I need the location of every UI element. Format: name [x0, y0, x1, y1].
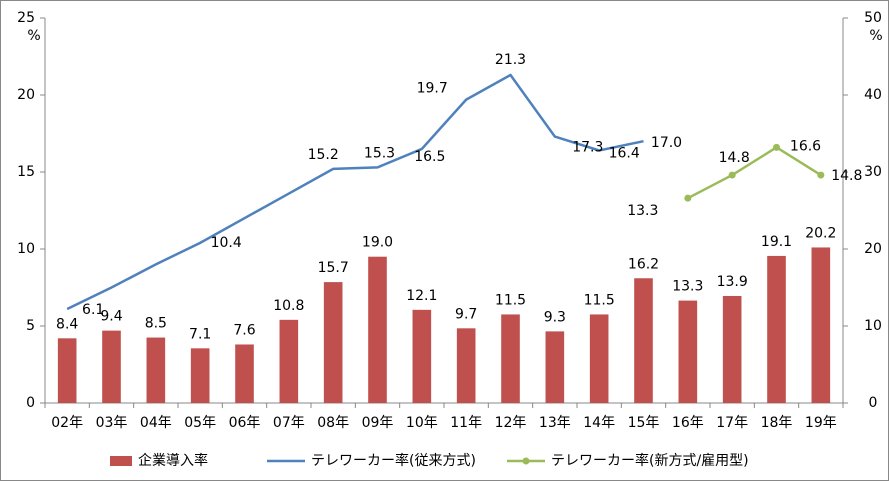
bar [190, 348, 210, 403]
x-tick-label: 13年 [539, 415, 571, 431]
line-value-label: 14.8 [719, 150, 750, 166]
line-marker [817, 171, 825, 179]
y2-tick-label: 50 [864, 10, 882, 26]
y-tick-label: 20 [17, 87, 35, 103]
line-value-label: 15.2 [308, 147, 339, 163]
y-unit: % [27, 28, 40, 44]
y-tick-label: 5 [26, 318, 35, 334]
line-value-label: 14.8 [831, 168, 862, 184]
x-tick-label: 04年 [140, 415, 172, 431]
x-tick-label: 18年 [761, 415, 793, 431]
x-tick-label: 02年 [51, 415, 83, 431]
x-tick-label: 07年 [273, 415, 305, 431]
x-tick-label: 15年 [628, 415, 660, 431]
legend-label: 企業導入率 [138, 452, 208, 469]
x-tick-label: 16年 [672, 415, 704, 431]
line-value-label: 10.4 [211, 235, 242, 251]
legend-marker [522, 457, 530, 465]
y2-tick-label: 40 [864, 87, 882, 103]
bar-value-label: 8.5 [145, 316, 167, 332]
bar [811, 247, 831, 403]
line-value-label: 17.0 [651, 135, 682, 151]
line [687, 145, 822, 200]
x-tick-label: 14年 [583, 415, 615, 431]
bar-value-label: 7.6 [233, 322, 255, 338]
bar [57, 338, 77, 403]
bar [235, 344, 254, 403]
legend-label: テレワーカー率(従来方式) [311, 452, 476, 469]
bar-value-label: 8.4 [56, 316, 78, 332]
line-value-label: 16.4 [609, 145, 640, 161]
bar [589, 314, 609, 403]
x-tick-label: 19年 [805, 415, 837, 431]
x-tick-label: 06年 [229, 415, 261, 431]
line-value-label: 19.7 [417, 81, 448, 97]
bar-value-label: 19.1 [761, 234, 792, 250]
legend-label: テレワーカー率(新方式/雇用型) [551, 452, 749, 469]
line-value-label: 17.3 [572, 140, 603, 156]
bar [323, 282, 343, 403]
bar [545, 331, 565, 403]
x-tick-label: 12年 [495, 415, 527, 431]
x-tick-label: 11年 [450, 415, 482, 431]
bar [634, 278, 653, 403]
bar [456, 328, 476, 403]
line-value-label: 15.3 [364, 145, 395, 161]
line-value-label: 16.6 [790, 138, 821, 154]
bar [368, 256, 387, 403]
y-tick-label: 10 [17, 241, 35, 257]
line-marker [728, 171, 736, 179]
line-marker [773, 143, 780, 151]
bar [678, 300, 698, 403]
line-value-label: 13.3 [627, 203, 658, 219]
bar [767, 255, 786, 403]
bar-value-label: 13.3 [672, 279, 703, 295]
bar [146, 337, 166, 403]
x-tick-label: 10年 [406, 415, 438, 431]
y2-tick-label: 10 [864, 318, 882, 334]
bar-value-label: 7.1 [189, 326, 211, 342]
bar-value-label: 9.7 [455, 306, 477, 322]
y-tick-label: 25 [17, 10, 35, 26]
line-value-label: 16.5 [414, 149, 445, 165]
x-tick-label: 17年 [716, 415, 748, 431]
y2-tick-label: 20 [864, 241, 882, 257]
bar-value-label: 11.5 [495, 292, 526, 308]
line-value-label: 21.3 [495, 52, 526, 68]
line-value-label: 6.1 [82, 302, 104, 318]
bar-value-label: 16.2 [628, 256, 659, 272]
x-tick-label: 08年 [317, 415, 349, 431]
y-tick-label: 15 [17, 164, 35, 180]
bar [412, 309, 432, 403]
bar-value-label: 19.0 [362, 235, 393, 251]
x-tick-label: 03年 [96, 415, 128, 431]
y2-tick-label: 0 [869, 395, 878, 411]
x-tick-label: 09年 [362, 415, 394, 431]
y2-unit: % [869, 28, 882, 44]
bar [102, 330, 121, 403]
bar-value-label: 12.1 [406, 288, 437, 304]
bar [722, 295, 742, 403]
bar-value-label: 15.7 [318, 260, 349, 276]
bar-value-label: 20.2 [805, 225, 836, 241]
bar [501, 314, 520, 403]
legend-swatch [110, 456, 132, 466]
bar-value-label: 11.5 [584, 292, 615, 308]
bar-value-label: 9.4 [100, 309, 122, 325]
bar [279, 319, 299, 403]
bar-value-label: 13.9 [717, 274, 748, 290]
bar-value-label: 9.3 [544, 309, 566, 325]
y-tick-label: 0 [26, 395, 35, 411]
x-tick-label: 05年 [184, 415, 216, 431]
bar-value-label: 10.8 [273, 298, 304, 314]
y2-tick-label: 30 [864, 164, 882, 180]
line [66, 73, 644, 311]
line-marker [684, 194, 692, 202]
